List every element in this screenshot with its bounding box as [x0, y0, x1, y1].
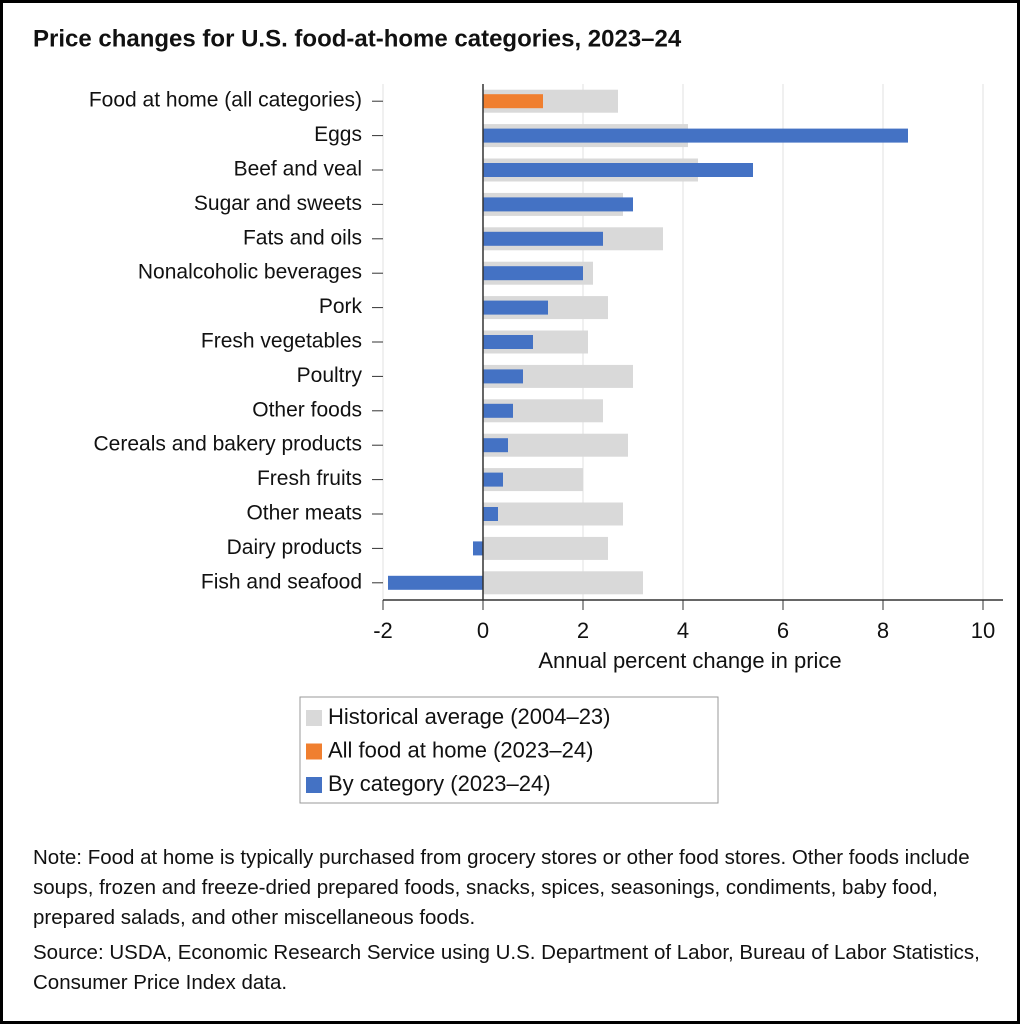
y-tick-label: Beef and veal — [234, 158, 362, 181]
y-tick-label: Cereals and bakery products — [94, 433, 362, 456]
bar — [483, 128, 908, 143]
bar — [483, 507, 498, 521]
bar — [388, 575, 483, 590]
y-tick-label: Sugar and sweets — [194, 192, 362, 215]
legend-swatch — [306, 710, 322, 726]
bar — [483, 472, 503, 487]
bar — [483, 468, 583, 492]
x-tick-label: -2 — [373, 618, 393, 643]
bar — [483, 266, 583, 281]
y-tick-label: Eggs — [314, 123, 362, 146]
bar — [483, 300, 548, 315]
legend-label: By category (2023–24) — [328, 771, 551, 796]
bar — [483, 94, 543, 109]
bar — [483, 433, 628, 457]
y-tick-label: Other foods — [252, 398, 362, 421]
legend-swatch — [306, 777, 322, 793]
legend-box — [299, 696, 719, 804]
legend-swatch — [306, 743, 322, 760]
x-tick-label: 6 — [777, 618, 789, 643]
bar — [483, 231, 603, 246]
y-tick-label: Fresh vegetables — [201, 330, 362, 353]
legend-label: All food at home (2023–24) — [328, 737, 593, 762]
bar — [483, 335, 533, 349]
y-tick-label: Food at home (all categories) — [89, 89, 362, 112]
note: Note: Food at home is typically purchase… — [33, 846, 970, 929]
x-tick-label: 10 — [971, 618, 995, 643]
y-tick-label: Other meats — [246, 502, 362, 525]
legend-label: Historical average (2004–23) — [328, 704, 611, 729]
x-axis-label: Annual percent change in price — [538, 648, 841, 673]
bar — [473, 541, 483, 556]
bar — [483, 502, 623, 526]
bar — [483, 403, 513, 418]
bar — [483, 197, 633, 212]
bar — [483, 163, 753, 177]
y-tick-label: Nonalcoholic beverages — [138, 261, 362, 284]
chart-title: Price changes for U.S. food-at-home cate… — [33, 25, 682, 52]
y-tick-label: Poultry — [297, 364, 363, 387]
source: Source: USDA, Economic Research Service … — [33, 941, 980, 994]
y-tick-label: Fish and seafood — [201, 570, 362, 593]
bar — [483, 536, 608, 560]
bar — [483, 438, 508, 453]
x-tick-label: 2 — [577, 618, 589, 643]
y-tick-label: Pork — [319, 295, 363, 318]
bar — [483, 571, 643, 595]
y-tick-label: Fresh fruits — [257, 467, 362, 490]
y-tick-label: Fats and oils — [243, 226, 362, 249]
x-tick-label: 4 — [677, 618, 689, 643]
x-tick-label: 0 — [477, 618, 489, 643]
y-tick-label: Dairy products — [227, 536, 362, 559]
bar — [483, 369, 523, 384]
x-tick-label: 8 — [877, 618, 889, 643]
